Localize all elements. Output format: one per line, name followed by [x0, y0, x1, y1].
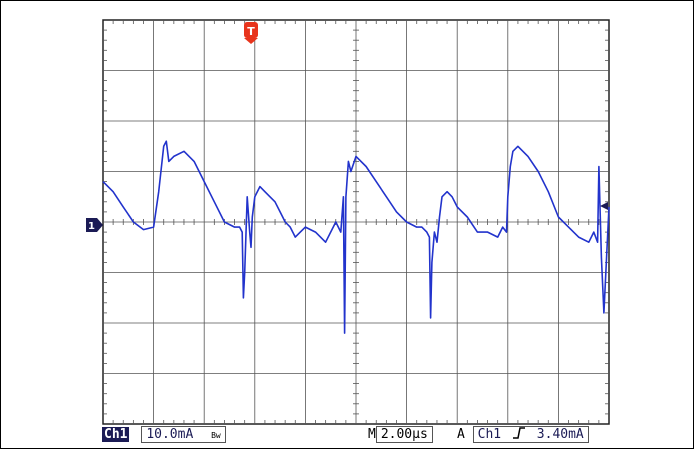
channel-scale-readout: Ch1 10.0mA Bw — [102, 426, 226, 444]
bandwidth-limit-icon: Bw — [211, 431, 221, 440]
channel-1-marker: 1 — [86, 218, 103, 232]
trace-layer — [102, 140, 610, 334]
timebase-value: 2.00µs — [375, 426, 433, 443]
trigger-level: 3.40mA — [536, 427, 584, 442]
rising-edge-icon — [512, 427, 525, 439]
channel-tag: Ch1 — [102, 427, 130, 442]
trigger-level-marker — [600, 202, 608, 210]
ch1-trace — [102, 140, 610, 334]
vertical-scale-box: 10.0mA Bw — [141, 426, 226, 443]
trigger-mode: A — [457, 427, 465, 442]
channel-1-marker-label: 1 — [88, 221, 95, 232]
trigger-marker: T — [244, 22, 258, 44]
trigger-source: Ch1 — [477, 427, 502, 442]
trigger-readout: A Ch1 3.40mA — [457, 426, 589, 444]
timebase-readout: M 2.00µs — [368, 426, 433, 444]
trigger-marker-label: T — [247, 25, 255, 38]
trigger-settings-box: Ch1 3.40mA — [472, 426, 589, 443]
graticule — [102, 19, 610, 425]
vertical-scale: 10.0mA — [146, 427, 194, 442]
timebase-prefix: M — [368, 427, 376, 442]
